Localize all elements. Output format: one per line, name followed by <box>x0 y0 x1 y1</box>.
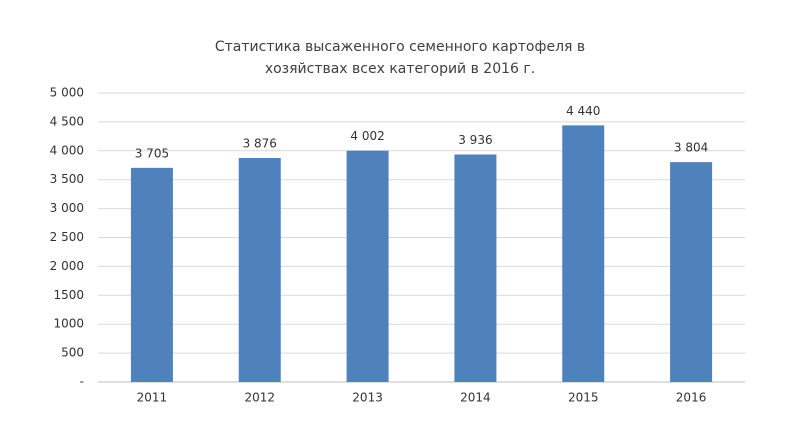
y-tick-label: 3 500 <box>50 172 84 186</box>
y-tick-label: 2 500 <box>50 230 84 244</box>
y-tick-label: 4 500 <box>50 114 84 128</box>
x-tick-label: 2016 <box>676 391 707 405</box>
bar <box>562 125 605 383</box>
y-tick-label: 2 000 <box>50 259 84 273</box>
bar <box>454 154 497 382</box>
chart-title: хозяйствах всех категорий в 2016 г. <box>265 61 535 77</box>
x-tick-label: 2013 <box>352 391 383 405</box>
y-tick-label: 3 000 <box>50 201 84 215</box>
bar <box>670 162 713 382</box>
y-tick-label: - <box>80 375 84 389</box>
y-tick-label: 1000 <box>53 317 84 331</box>
bar <box>130 167 173 382</box>
y-tick-label: 5 000 <box>50 86 84 100</box>
chart-title: Статистика высаженного семенного картофе… <box>215 39 585 55</box>
y-tick-label: 500 <box>61 346 84 360</box>
value-label: 4 002 <box>350 129 384 143</box>
x-tick-label: 2014 <box>460 391 491 405</box>
value-label: 3 705 <box>135 146 169 160</box>
value-label: 3 876 <box>243 136 277 150</box>
y-tick-label: 1500 <box>53 288 84 302</box>
x-tick-label: 2012 <box>244 391 275 405</box>
value-label: 4 440 <box>566 104 600 118</box>
bar <box>238 157 281 382</box>
value-label: 3 804 <box>674 141 708 155</box>
y-tick-label: 4 000 <box>50 143 84 157</box>
x-tick-label: 2011 <box>137 391 168 405</box>
x-tick-label: 2015 <box>568 391 599 405</box>
value-label: 3 936 <box>458 133 492 147</box>
bar <box>346 150 389 382</box>
